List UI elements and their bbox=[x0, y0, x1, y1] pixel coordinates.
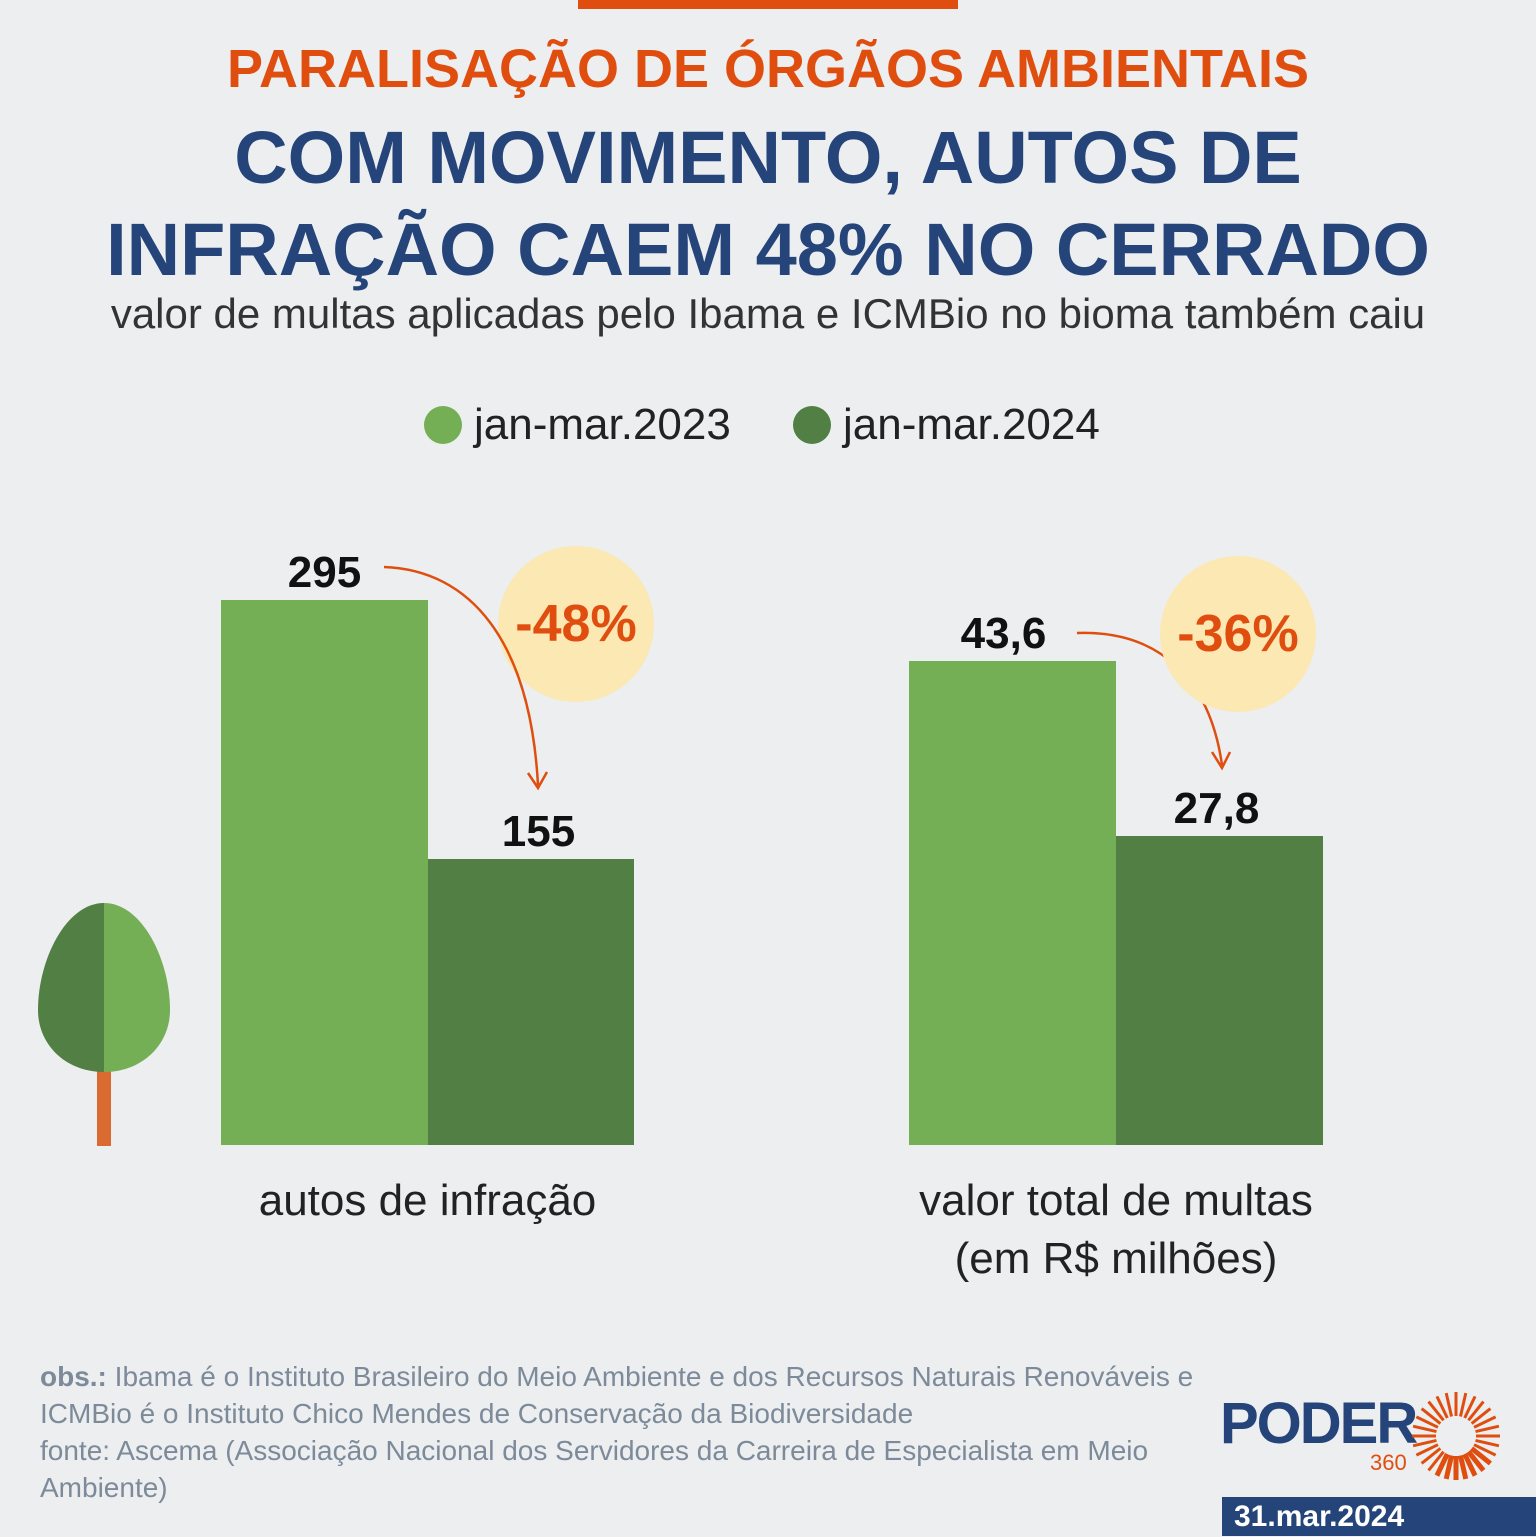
sun-ray bbox=[1466, 1450, 1486, 1472]
legend-label-2023: jan-mar.2023 bbox=[474, 400, 731, 449]
legend-swatch-2023 bbox=[424, 406, 462, 444]
sun-ray bbox=[1462, 1452, 1478, 1477]
source-note: fonte: Ascema (Associação Nacional dos S… bbox=[40, 1435, 1149, 1503]
sun-ray bbox=[1434, 1452, 1450, 1477]
logo-text: PODER bbox=[1220, 1391, 1418, 1456]
sun-ray bbox=[1444, 1392, 1454, 1417]
value-label-autos-2024: 155 bbox=[501, 806, 576, 856]
category-label-line-1: valor total de multas bbox=[919, 1176, 1313, 1225]
obs-text: Ibama é o Instituto Brasileiro do Meio A… bbox=[40, 1361, 1194, 1429]
top-accent-bar bbox=[578, 0, 958, 9]
legend-item-2023: jan-mar.2023 bbox=[424, 400, 731, 450]
sun-burst-logo-icon bbox=[1412, 1392, 1500, 1480]
legend-label-2024: jan-mar.2024 bbox=[843, 400, 1100, 449]
title-line-2: INFRAÇÃO CAEM 48% NO CERRADO bbox=[106, 208, 1430, 291]
bar-autos-2023 bbox=[221, 600, 428, 1145]
category-label-multas: valor total de multas (em R$ milhões) bbox=[840, 1172, 1392, 1288]
sun-ray bbox=[1412, 1438, 1437, 1448]
bar-autos-2024 bbox=[428, 858, 634, 1145]
category-label-autos: autos de infração bbox=[258, 1176, 597, 1225]
sun-ray bbox=[1443, 1454, 1454, 1480]
sun-ray bbox=[1458, 1392, 1468, 1417]
sun-ray bbox=[1463, 1395, 1477, 1419]
value-label-multas-2023: 43,6 bbox=[960, 609, 1047, 658]
sun-ray bbox=[1473, 1443, 1497, 1457]
sun-ray bbox=[1427, 1400, 1445, 1422]
sun-ray bbox=[1415, 1415, 1439, 1429]
bar-multas-2024 bbox=[1116, 836, 1323, 1145]
category-label-line-2: (em R$ milhões) bbox=[954, 1234, 1278, 1283]
date-badge: 31.mar.2024 bbox=[1222, 1497, 1536, 1536]
legend-swatch-2024 bbox=[793, 406, 831, 444]
page-title: COM MOVIMENTO, AUTOS DE INFRAÇÃO CAEM 48… bbox=[0, 112, 1536, 296]
value-label-multas-2024: 27,8 bbox=[1173, 784, 1260, 834]
bar-multas-2023 bbox=[909, 661, 1116, 1145]
tree-icon bbox=[38, 903, 170, 1146]
obs-note: obs.: Ibama é o Instituto Brasileiro do … bbox=[40, 1358, 1200, 1432]
sun-ray bbox=[1470, 1446, 1492, 1466]
sun-ray bbox=[1470, 1407, 1492, 1425]
sun-ray bbox=[1475, 1424, 1500, 1434]
sun-ray bbox=[1467, 1400, 1485, 1422]
footnotes: obs.: Ibama é o Instituto Brasileiro do … bbox=[40, 1358, 1200, 1506]
sun-ray bbox=[1420, 1447, 1442, 1465]
change-badge-autos: -48% bbox=[498, 546, 654, 702]
sun-ray bbox=[1412, 1424, 1437, 1434]
kicker: PARALISAÇÃO DE ÓRGÃOS AMBIENTAIS bbox=[226, 39, 1310, 99]
logo-sub: 360 bbox=[1370, 1450, 1407, 1475]
sun-ray bbox=[1415, 1443, 1439, 1457]
sun-ray bbox=[1427, 1450, 1445, 1472]
value-label-autos-2023: 295 bbox=[287, 548, 362, 597]
change-badge-multas: -36% bbox=[1160, 556, 1316, 712]
subtitle: valor de multas aplicadas pelo Ibama e I… bbox=[110, 290, 1426, 337]
sun-ray bbox=[1458, 1454, 1469, 1480]
obs-label: obs.: bbox=[40, 1361, 107, 1392]
title-line-1: COM MOVIMENTO, AUTOS DE bbox=[234, 116, 1302, 199]
sun-ray bbox=[1475, 1438, 1500, 1448]
sun-ray bbox=[1435, 1395, 1449, 1419]
legend-item-2024: jan-mar.2024 bbox=[793, 400, 1100, 450]
sun-ray bbox=[1473, 1415, 1497, 1429]
sun-ray bbox=[1420, 1407, 1442, 1425]
